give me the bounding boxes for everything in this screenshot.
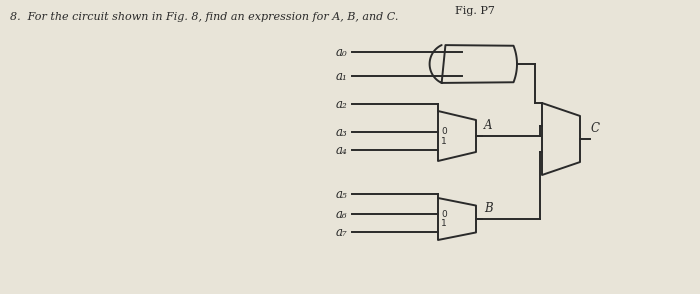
Text: a₇: a₇ bbox=[335, 225, 347, 238]
Text: a₀: a₀ bbox=[335, 46, 347, 59]
Text: a₄: a₄ bbox=[335, 143, 347, 156]
Text: a₅: a₅ bbox=[335, 188, 347, 201]
Text: B: B bbox=[484, 202, 493, 215]
Text: 8.  For the circuit shown in Fig. 8, find an expression for A, B, and C.: 8. For the circuit shown in Fig. 8, find… bbox=[10, 12, 398, 22]
Text: C: C bbox=[591, 122, 600, 135]
Text: 1: 1 bbox=[441, 136, 447, 146]
Text: a₁: a₁ bbox=[335, 69, 347, 83]
Text: 0: 0 bbox=[441, 126, 447, 136]
Text: Fig. P7: Fig. P7 bbox=[455, 6, 495, 16]
Text: A: A bbox=[484, 119, 493, 132]
Text: a₂: a₂ bbox=[335, 98, 347, 111]
Text: a₆: a₆ bbox=[335, 208, 347, 220]
Text: 0: 0 bbox=[441, 210, 447, 219]
Text: a₃: a₃ bbox=[335, 126, 347, 138]
Text: 1: 1 bbox=[441, 219, 447, 228]
